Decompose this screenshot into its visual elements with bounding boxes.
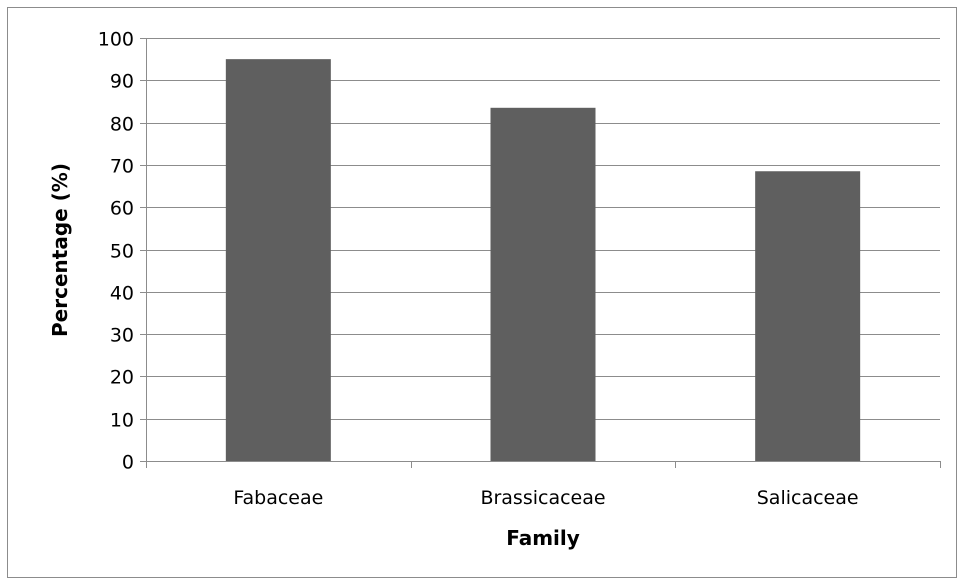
y-axis-title: Percentage (%) <box>48 163 72 337</box>
x-tick-label: Brassicaceae <box>480 487 605 509</box>
x-tick-label: Salicaceae <box>757 487 859 509</box>
bar-fabaceae <box>225 59 331 462</box>
y-tick-label: 70 <box>110 156 134 178</box>
bars <box>225 59 861 462</box>
x-axis-title: Family <box>506 526 580 550</box>
y-tick-label: 0 <box>122 452 134 474</box>
bar-brassicaceae <box>490 107 596 462</box>
y-tick-label: 30 <box>110 325 134 347</box>
bar-salicaceae <box>755 171 861 461</box>
y-tick-label: 20 <box>110 367 134 389</box>
x-tick-label: Fabaceae <box>233 487 323 509</box>
y-tick-label: 90 <box>110 71 134 93</box>
x-tick-labels: Fabaceae Brassicaceae Salicaceae <box>233 487 858 509</box>
y-tick-label: 60 <box>110 198 134 220</box>
y-tick-label: 40 <box>110 283 134 305</box>
axes <box>140 38 941 468</box>
y-tick-label: 80 <box>110 114 134 136</box>
y-tick-labels: 0 10 20 30 40 50 60 70 80 90 100 <box>98 29 134 474</box>
y-tick-label: 50 <box>110 241 134 263</box>
y-tick-label: 10 <box>110 410 134 432</box>
y-tick-label: 100 <box>98 29 134 51</box>
